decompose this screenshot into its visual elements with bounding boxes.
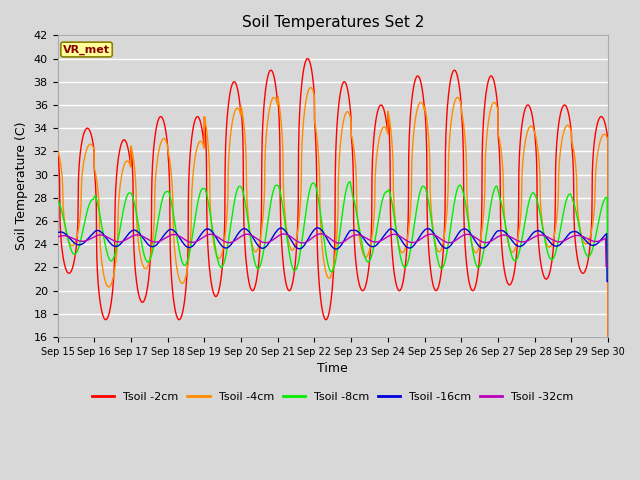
X-axis label: Time: Time [317,362,348,375]
Legend: Tsoil -2cm, Tsoil -4cm, Tsoil -8cm, Tsoil -16cm, Tsoil -32cm: Tsoil -2cm, Tsoil -4cm, Tsoil -8cm, Tsoi… [88,388,578,407]
Text: VR_met: VR_met [63,44,110,55]
Y-axis label: Soil Temperature (C): Soil Temperature (C) [15,122,28,251]
Title: Soil Temperatures Set 2: Soil Temperatures Set 2 [242,15,424,30]
